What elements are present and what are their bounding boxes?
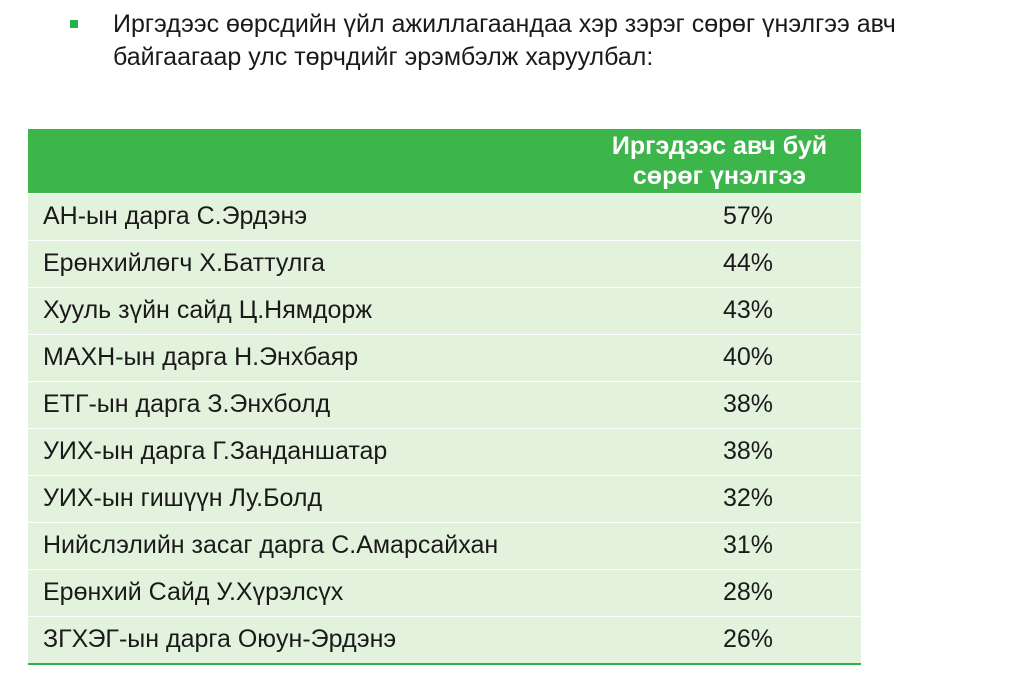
politician-name: Ерөнхийлөгч Х.Баттулга [43, 249, 325, 277]
table-row: ЕТГ-ын дарга З.Энхболд 38% [28, 381, 861, 428]
negative-rating-value: 44% [722, 249, 774, 277]
politician-name: Нийслэлийн засаг дарга С.Амарсайхан [43, 531, 499, 559]
politician-name: Хууль зүйн сайд Ц.Нямдорж [43, 296, 373, 324]
negative-rating-value: 31% [722, 531, 774, 559]
politician-name: Ерөнхий Сайд У.Хүрэлсүх [43, 578, 344, 606]
intro-text: Иргэдээс өөрсдийн үйл ажиллагаандаа хэр … [113, 10, 896, 71]
table-row: АН-ын дарга С.Эрдэнэ 57% [28, 193, 861, 240]
table-row: Ерөнхийлөгч Х.Баттулга 44% [28, 240, 861, 287]
politician-name: АН-ын дарга С.Эрдэнэ [43, 202, 308, 230]
table-row: Нийслэлийн засаг дарга С.Амарсайхан 31% [28, 522, 861, 569]
bullet-square-icon [70, 20, 78, 28]
negative-rating-value: 57% [722, 202, 774, 230]
politician-name: УИХ-ын гишүүн Лу.Болд [43, 484, 323, 512]
negative-rating-value: 38% [722, 437, 774, 465]
politician-name: МАХН-ын дарга Н.Энхбаяр [43, 343, 359, 371]
table-row: МАХН-ын дарга Н.Энхбаяр 40% [28, 334, 861, 381]
column-header-negative-rating: Иргэдээс авч буй сөрөг үнэлгээ [611, 132, 828, 190]
table-row: ЗГХЭГ-ын дарга Оюун-Эрдэнэ 26% [28, 616, 861, 663]
negative-rating-value: 38% [722, 390, 774, 418]
negative-rating-value: 32% [722, 484, 774, 512]
table-row: Хууль зүйн сайд Ц.Нямдорж 43% [28, 287, 861, 334]
negative-rating-value: 28% [722, 578, 774, 606]
table-row: Ерөнхий Сайд У.Хүрэлсүх 28% [28, 569, 861, 616]
table-row: УИХ-ын гишүүн Лу.Болд 32% [28, 475, 861, 522]
negative-rating-value: 43% [722, 296, 774, 324]
ranking-table: Иргэдээс авч буй сөрөг үнэлгээ АН-ын дар… [28, 129, 861, 665]
politician-name: УИХ-ын дарга Г.Занданшатар [43, 437, 388, 465]
intro-bullet: Иргэдээс өөрсдийн үйл ажиллагаандаа хэр … [70, 8, 1000, 74]
politician-name: ЗГХЭГ-ын дарга Оюун-Эрдэнэ [43, 625, 397, 653]
negative-rating-value: 40% [722, 343, 774, 371]
negative-rating-value: 26% [722, 625, 774, 653]
politician-name: ЕТГ-ын дарга З.Энхболд [43, 390, 331, 418]
table-row: УИХ-ын дарга Г.Занданшатар 38% [28, 428, 861, 475]
table-header: Иргэдээс авч буй сөрөг үнэлгээ [28, 129, 861, 193]
